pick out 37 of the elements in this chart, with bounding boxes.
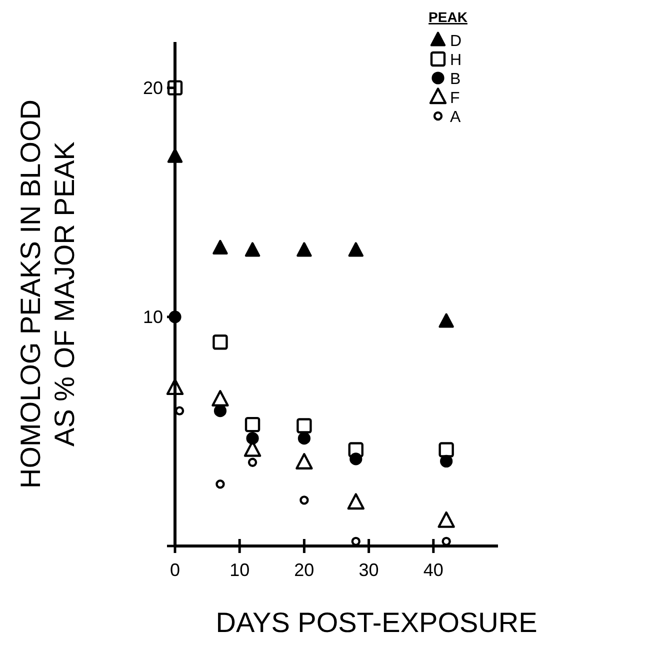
point	[348, 242, 364, 257]
point	[248, 458, 258, 467]
point	[212, 240, 228, 254]
legend-label: F	[450, 90, 460, 107]
x-tick-label: 30	[358, 560, 379, 580]
point	[438, 442, 454, 458]
point	[214, 404, 227, 418]
point	[212, 334, 228, 350]
y-axis-title: HOMOLOG PEAKS IN BLOOD AS % OF MAJOR PEAK	[15, 100, 80, 488]
point	[296, 418, 312, 434]
point	[348, 442, 364, 458]
legend-label: A	[450, 109, 461, 126]
point	[298, 432, 310, 445]
point	[246, 432, 259, 445]
point	[167, 80, 183, 96]
point	[166, 378, 184, 396]
x-tick-label: 10	[230, 560, 250, 580]
point	[296, 453, 313, 470]
legend-label: H	[450, 52, 462, 69]
point	[216, 480, 225, 489]
x-tick-label: 20	[294, 560, 314, 580]
legend-title: PEAK	[428, 9, 468, 25]
point	[167, 148, 183, 163]
x-tick-label: 0	[170, 560, 180, 580]
point	[300, 496, 309, 505]
x-axis-title: DAYS POST-EXPOSURE	[216, 607, 538, 638]
legend-label: B	[450, 71, 461, 88]
point	[438, 511, 455, 528]
point	[244, 242, 260, 257]
point	[296, 242, 312, 257]
point	[438, 313, 454, 328]
point	[212, 390, 229, 406]
x-tick-label: 40	[423, 560, 444, 580]
legend-label: D	[450, 33, 462, 50]
point	[168, 310, 182, 324]
point	[347, 493, 364, 510]
point	[244, 416, 260, 432]
